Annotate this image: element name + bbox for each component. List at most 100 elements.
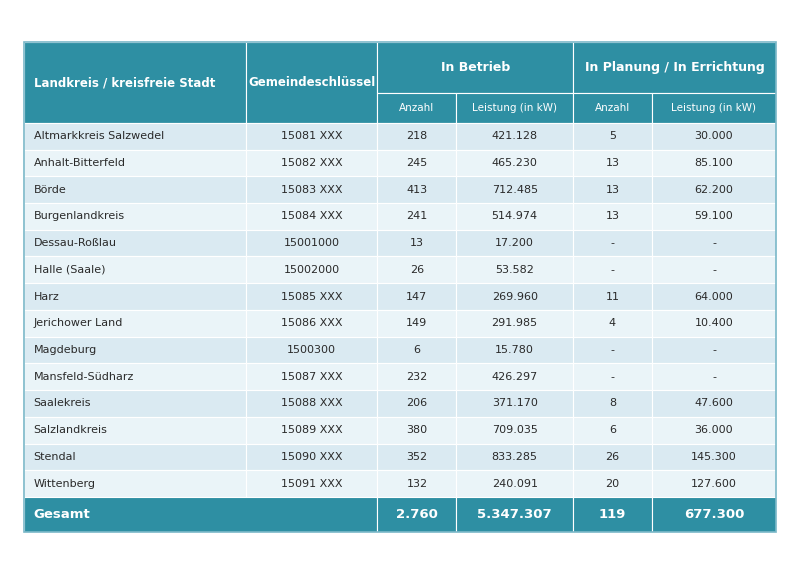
Bar	[573, 230, 652, 256]
Text: 514.974: 514.974	[492, 211, 538, 221]
Text: -: -	[610, 372, 614, 381]
Text: -: -	[712, 238, 716, 248]
Text: -: -	[610, 238, 614, 248]
Bar	[378, 176, 456, 203]
Text: Landkreis / kreisfreie Stadt: Landkreis / kreisfreie Stadt	[34, 76, 215, 89]
Bar	[456, 283, 573, 310]
Text: 13: 13	[606, 211, 619, 221]
Text: 241: 241	[406, 211, 427, 221]
Bar	[652, 203, 776, 230]
Bar	[652, 497, 776, 532]
Text: 426.297: 426.297	[491, 372, 538, 381]
Bar	[573, 283, 652, 310]
Bar	[378, 444, 456, 470]
Bar	[456, 123, 573, 149]
Bar	[573, 256, 652, 283]
Text: -: -	[712, 265, 716, 275]
Bar	[24, 42, 776, 532]
Text: Anzahl: Anzahl	[595, 103, 630, 113]
Bar	[652, 123, 776, 149]
Bar	[378, 123, 456, 149]
Bar	[378, 93, 456, 123]
Bar	[24, 149, 246, 176]
Bar	[652, 230, 776, 256]
Text: Gesamt: Gesamt	[34, 508, 90, 521]
Bar	[573, 203, 652, 230]
Bar	[24, 256, 246, 283]
Bar	[378, 203, 456, 230]
Bar	[456, 417, 573, 444]
Bar	[378, 230, 456, 256]
Bar	[24, 363, 246, 390]
Text: 709.035: 709.035	[492, 425, 538, 435]
Text: 421.128: 421.128	[492, 131, 538, 141]
Text: 5: 5	[609, 131, 616, 141]
Text: -: -	[610, 345, 614, 355]
Text: Jerichower Land: Jerichower Land	[34, 318, 123, 328]
Bar	[378, 310, 456, 337]
Bar	[246, 203, 378, 230]
Bar	[246, 230, 378, 256]
Text: 15002000: 15002000	[283, 265, 340, 275]
Bar	[24, 444, 246, 470]
Bar	[456, 470, 573, 497]
Bar	[456, 256, 573, 283]
Bar	[573, 337, 652, 363]
Text: Wittenberg: Wittenberg	[34, 479, 96, 488]
Bar	[573, 417, 652, 444]
Text: 62.200: 62.200	[694, 185, 734, 195]
Text: Anzahl: Anzahl	[399, 103, 434, 113]
Bar	[573, 176, 652, 203]
Text: 15082 XXX: 15082 XXX	[281, 158, 342, 168]
Text: 15.780: 15.780	[495, 345, 534, 355]
Text: 13: 13	[606, 185, 619, 195]
Text: Mansfeld-Südharz: Mansfeld-Südharz	[34, 372, 134, 381]
Text: Salzlandkreis: Salzlandkreis	[34, 425, 107, 435]
Text: Halle (Saale): Halle (Saale)	[34, 265, 105, 275]
Bar	[573, 123, 652, 149]
Text: 15085 XXX: 15085 XXX	[281, 291, 342, 302]
Text: Magdeburg: Magdeburg	[34, 345, 97, 355]
Bar	[246, 417, 378, 444]
Bar	[456, 390, 573, 417]
Bar	[652, 444, 776, 470]
Bar	[652, 283, 776, 310]
Bar	[24, 176, 246, 203]
Text: 465.230: 465.230	[492, 158, 538, 168]
Bar	[573, 310, 652, 337]
Text: 127.600: 127.600	[691, 479, 737, 488]
Text: -: -	[610, 265, 614, 275]
Bar	[24, 310, 246, 337]
Bar	[246, 283, 378, 310]
Text: 15086 XXX: 15086 XXX	[281, 318, 342, 328]
Text: 59.100: 59.100	[694, 211, 734, 221]
Text: 149: 149	[406, 318, 427, 328]
Bar	[573, 42, 776, 93]
Text: 20: 20	[606, 479, 619, 488]
Bar	[652, 417, 776, 444]
Bar	[573, 93, 652, 123]
Text: 13: 13	[606, 158, 619, 168]
Text: 13: 13	[410, 238, 424, 248]
Text: Leistung (in kW): Leistung (in kW)	[472, 103, 557, 113]
Bar	[378, 470, 456, 497]
Text: 132: 132	[406, 479, 427, 488]
Bar	[456, 363, 573, 390]
Text: 677.300: 677.300	[684, 508, 744, 521]
Text: 5.347.307: 5.347.307	[478, 508, 552, 521]
Bar	[573, 444, 652, 470]
Bar	[456, 203, 573, 230]
Text: 15088 XXX: 15088 XXX	[281, 398, 342, 409]
Text: Leistung (in kW): Leistung (in kW)	[671, 103, 757, 113]
Bar	[456, 149, 573, 176]
Text: 15087 XXX: 15087 XXX	[281, 372, 342, 381]
Bar	[246, 337, 378, 363]
Text: 218: 218	[406, 131, 427, 141]
Bar	[573, 149, 652, 176]
Bar	[24, 417, 246, 444]
Bar	[652, 337, 776, 363]
Text: 11: 11	[606, 291, 619, 302]
Text: 15001000: 15001000	[284, 238, 340, 248]
Text: In Planung / In Errichtung: In Planung / In Errichtung	[585, 62, 764, 74]
Text: 15091 XXX: 15091 XXX	[281, 479, 342, 488]
